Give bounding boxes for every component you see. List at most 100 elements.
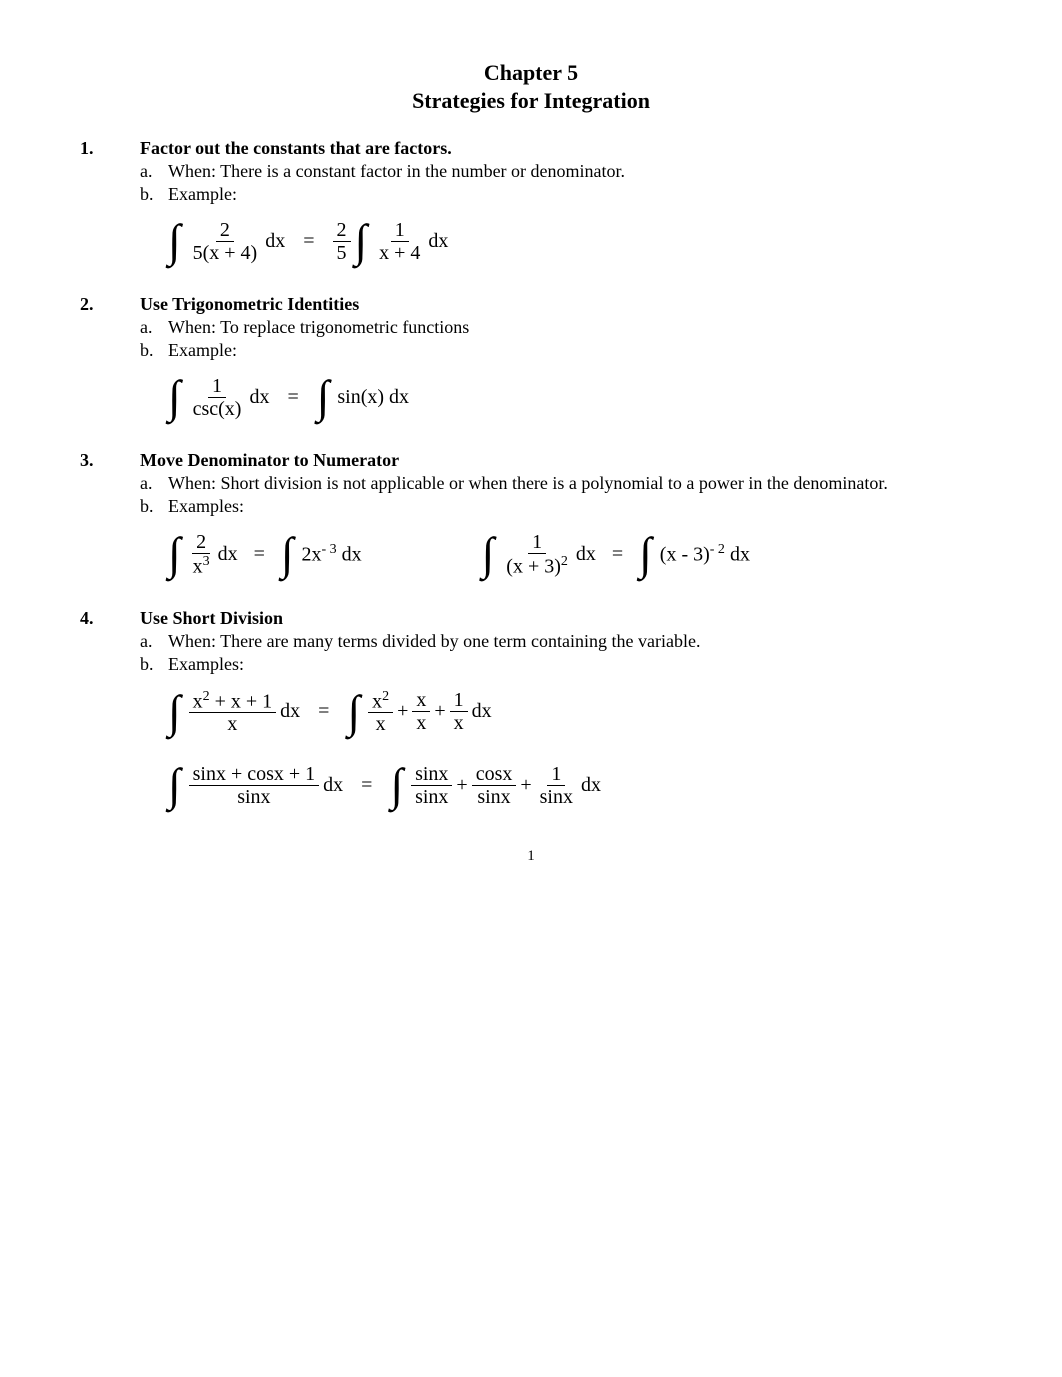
item-letter: a. (140, 473, 168, 494)
list-item: b. Example: (140, 184, 982, 205)
section-4: 4. Use Short Division a. When: There are… (80, 608, 982, 809)
section-number: 2. (80, 294, 140, 315)
denominator: 5(x + 4) (189, 242, 262, 264)
dx: dx (249, 386, 269, 409)
dx: dx (428, 230, 448, 253)
expression: 2x- 3 dx (302, 542, 362, 567)
denominator: csc(x) (189, 398, 246, 420)
numerator: 1 (528, 531, 546, 554)
item-text: When: To replace trigonometric functions (168, 317, 982, 338)
section-title: Use Short Division (140, 608, 283, 629)
chapter-subtitle: Strategies for Integration (80, 88, 982, 114)
plus: + (456, 774, 467, 797)
section-number: 1. (80, 138, 140, 159)
list-item: a. When: To replace trigonometric functi… (140, 317, 982, 338)
integral-symbol: ∫ (168, 223, 181, 260)
integral-symbol: ∫ (168, 379, 181, 416)
integral-symbol: ∫ (168, 694, 181, 731)
denominator: x (372, 713, 390, 735)
numerator: sinx (411, 763, 452, 786)
list-item: a. When: There is a constant factor in t… (140, 161, 982, 182)
denominator: sinx (411, 786, 452, 808)
integral-symbol: ∫ (168, 767, 181, 804)
denominator: x (223, 713, 241, 735)
math-equation: ∫ sinx + cosx + 1 sinx dx = ∫ sinx sinx … (168, 763, 982, 808)
list-item: a. When: Short division is not applicabl… (140, 473, 982, 494)
dx: dx (265, 230, 285, 253)
math-equation-row: ∫ 2 x3 dx = ∫ 2x- 3 dx ∫ 1 (x + 3)2 dx =… (168, 531, 982, 578)
numerator: 1 (208, 375, 226, 398)
item-letter: b. (140, 654, 168, 675)
denominator: sinx (473, 786, 514, 808)
expression: (x - 3)- 2 dx (660, 542, 750, 567)
plus: + (397, 700, 408, 723)
item-letter: b. (140, 496, 168, 517)
item-letter: a. (140, 631, 168, 652)
dx: dx (323, 774, 343, 797)
numerator: 2 (216, 219, 234, 242)
chapter-title: Chapter 5 (80, 60, 982, 86)
denominator: x + 4 (375, 242, 424, 264)
integral-symbol: ∫ (347, 694, 360, 731)
plus: + (434, 700, 445, 723)
item-letter: b. (140, 184, 168, 205)
item-text: Examples: (168, 654, 982, 675)
list-item: a. When: There are many terms divided by… (140, 631, 982, 652)
numerator: 1 (450, 689, 468, 712)
numerator: 1 (391, 219, 409, 242)
item-text: When: There is a constant factor in the … (168, 161, 982, 182)
section-title: Move Denominator to Numerator (140, 450, 399, 471)
denominator: x3 (189, 554, 214, 578)
denominator: sinx (233, 786, 274, 808)
equals: = (318, 700, 329, 723)
integral-symbol: ∫ (317, 379, 330, 416)
equals: = (287, 386, 298, 409)
item-text: Example: (168, 184, 982, 205)
math-equation: ∫ x2 + x + 1 x dx = ∫ x2 x + x x + 1 x (168, 689, 982, 736)
item-letter: b. (140, 340, 168, 361)
integral-symbol: ∫ (639, 536, 652, 573)
numerator: x (412, 689, 430, 712)
list-item: b. Examples: (140, 654, 982, 675)
equals: = (254, 543, 265, 566)
section-title: Use Trigonometric Identities (140, 294, 359, 315)
list-item: b. Example: (140, 340, 982, 361)
denominator: sinx (536, 786, 577, 808)
section-number: 4. (80, 608, 140, 629)
equals: = (612, 543, 623, 566)
page-number: 1 (80, 848, 982, 865)
integral-symbol: ∫ (355, 223, 368, 260)
numerator: x2 + x + 1 (189, 689, 277, 714)
denominator: x (450, 712, 468, 734)
denominator: (x + 3)2 (502, 554, 572, 578)
math-equation: ∫ 2 x3 dx = ∫ 2x- 3 dx (168, 531, 362, 578)
denominator: 5 (333, 242, 351, 264)
section-1: 1. Factor out the constants that are fac… (80, 138, 982, 264)
item-text: When: There are many terms divided by on… (168, 631, 982, 652)
dx: dx (581, 774, 601, 797)
math-equation: ∫ 1 (x + 3)2 dx = ∫ (x - 3)- 2 dx (482, 531, 750, 578)
integral-symbol: ∫ (482, 536, 495, 573)
integral-symbol: ∫ (281, 536, 294, 573)
denominator: x (412, 712, 430, 734)
item-letter: a. (140, 317, 168, 338)
plus: + (520, 774, 531, 797)
expression: sin(x) dx (337, 386, 409, 409)
math-equation: ∫ 1 csc(x) dx = ∫ sin(x) dx (168, 375, 982, 420)
numerator: sinx + cosx + 1 (189, 763, 320, 786)
equals: = (361, 774, 372, 797)
dx: dx (576, 543, 596, 566)
item-text: Examples: (168, 496, 982, 517)
list-item: b. Examples: (140, 496, 982, 517)
dx: dx (280, 700, 300, 723)
integral-symbol: ∫ (390, 767, 403, 804)
section-number: 3. (80, 450, 140, 471)
item-text: When: Short division is not applicable o… (168, 473, 982, 494)
numerator: 1 (547, 763, 565, 786)
item-text: Example: (168, 340, 982, 361)
integral-symbol: ∫ (168, 536, 181, 573)
math-equation: ∫ 2 5(x + 4) dx = 2 5 ∫ 1 x + 4 dx (168, 219, 982, 264)
numerator: 2 (333, 219, 351, 242)
dx: dx (472, 700, 492, 723)
section-title: Factor out the constants that are factor… (140, 138, 452, 159)
